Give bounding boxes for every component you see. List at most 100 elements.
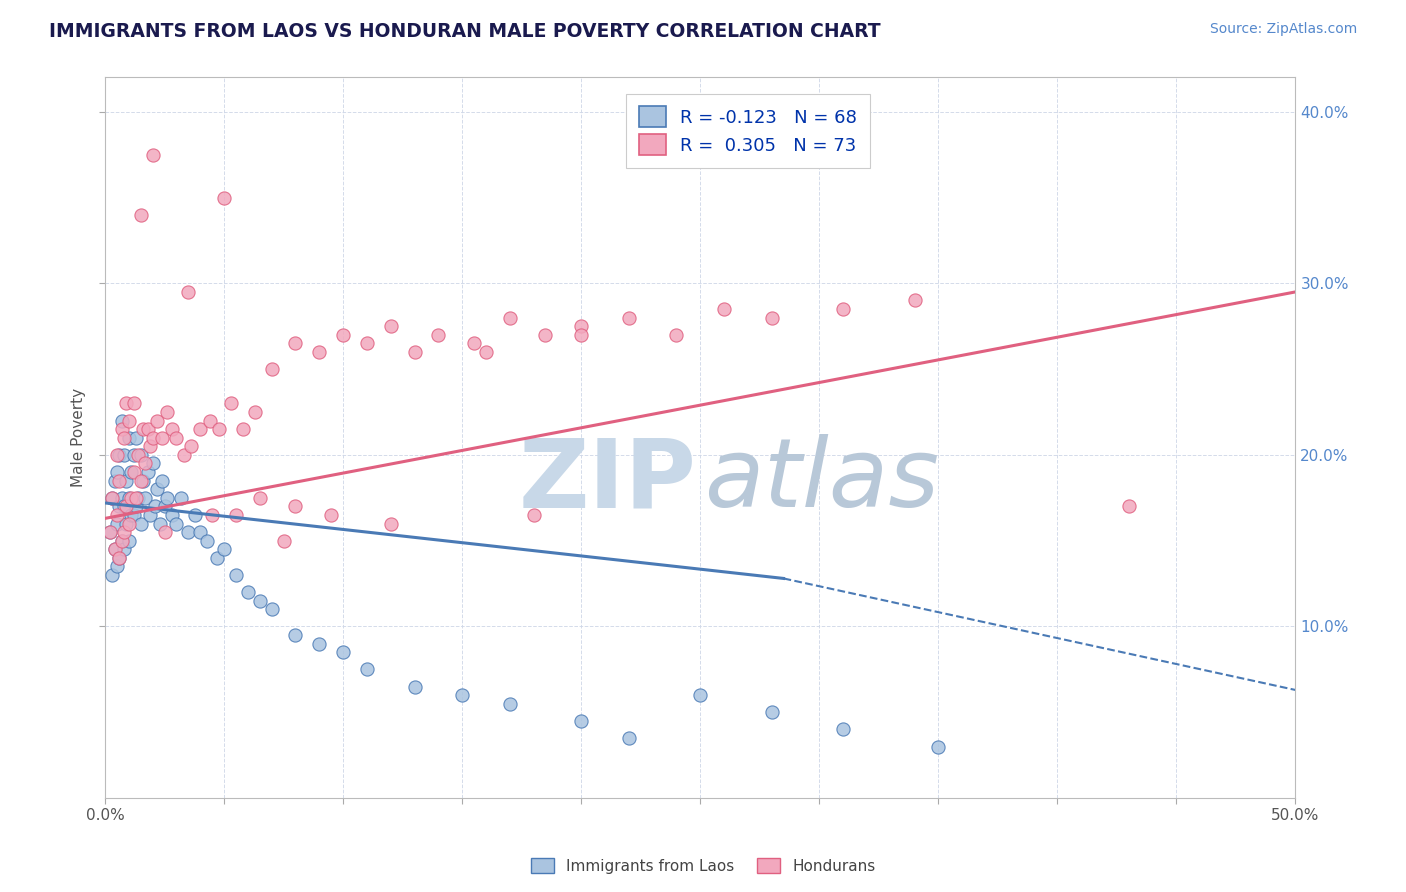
Point	[111, 533, 134, 548]
Point	[212, 190, 235, 204]
Point	[156, 405, 179, 419]
Point	[150, 431, 173, 445]
Point	[120, 508, 142, 522]
Point	[522, 508, 544, 522]
Point	[273, 533, 295, 548]
Point	[165, 516, 187, 531]
Point	[111, 414, 134, 428]
Point	[284, 500, 307, 514]
Point	[212, 542, 235, 557]
Point	[112, 542, 135, 557]
Point	[105, 465, 128, 479]
Point	[170, 491, 193, 505]
Point	[761, 310, 783, 325]
Point	[463, 336, 485, 351]
Point	[404, 680, 426, 694]
Point	[356, 336, 378, 351]
Point	[308, 637, 330, 651]
Point	[149, 516, 172, 531]
Point	[232, 422, 254, 436]
Point	[153, 500, 176, 514]
Point	[180, 439, 202, 453]
Point	[108, 550, 131, 565]
Point	[569, 714, 592, 728]
Point	[118, 431, 141, 445]
Point	[105, 516, 128, 531]
Point	[122, 448, 145, 462]
Point	[380, 319, 402, 334]
Point	[98, 525, 121, 540]
Point	[380, 516, 402, 531]
Point	[332, 645, 354, 659]
Text: IMMIGRANTS FROM LAOS VS HONDURAN MALE POVERTY CORRELATION CHART: IMMIGRANTS FROM LAOS VS HONDURAN MALE PO…	[49, 22, 880, 41]
Y-axis label: Male Poverty: Male Poverty	[72, 388, 86, 487]
Point	[132, 422, 155, 436]
Point	[332, 327, 354, 342]
Point	[120, 465, 142, 479]
Point	[156, 491, 179, 505]
Point	[569, 319, 592, 334]
Text: atlas: atlas	[704, 434, 939, 527]
Point	[101, 568, 124, 582]
Point	[225, 508, 247, 522]
Point	[249, 491, 271, 505]
Point	[118, 516, 141, 531]
Point	[108, 500, 131, 514]
Point	[188, 525, 211, 540]
Point	[112, 431, 135, 445]
Point	[475, 345, 498, 359]
Text: Source: ZipAtlas.com: Source: ZipAtlas.com	[1209, 22, 1357, 37]
Point	[108, 550, 131, 565]
Point	[105, 559, 128, 574]
Point	[136, 422, 159, 436]
Point	[150, 474, 173, 488]
Point	[103, 474, 125, 488]
Point	[404, 345, 426, 359]
Point	[427, 327, 450, 342]
Point	[142, 147, 165, 161]
Point	[115, 500, 138, 514]
Text: ZIP: ZIP	[519, 434, 696, 527]
Point	[129, 208, 152, 222]
Point	[160, 422, 183, 436]
Point	[118, 414, 141, 428]
Point	[108, 448, 131, 462]
Point	[136, 465, 159, 479]
Point	[115, 396, 138, 410]
Point	[129, 516, 152, 531]
Point	[103, 542, 125, 557]
Point	[451, 688, 474, 702]
Point	[356, 662, 378, 676]
Point	[112, 500, 135, 514]
Point	[127, 491, 149, 505]
Point	[308, 345, 330, 359]
Point	[120, 491, 142, 505]
Point	[129, 474, 152, 488]
Point	[177, 525, 200, 540]
Point	[122, 465, 145, 479]
Point	[143, 500, 166, 514]
Point	[927, 739, 949, 754]
Point	[98, 525, 121, 540]
Point	[188, 422, 211, 436]
Point	[569, 327, 592, 342]
Point	[118, 491, 141, 505]
Point	[205, 550, 228, 565]
Point	[146, 414, 169, 428]
Point	[101, 491, 124, 505]
Point	[184, 508, 207, 522]
Point	[115, 516, 138, 531]
Point	[103, 542, 125, 557]
Point	[219, 396, 242, 410]
Point	[284, 628, 307, 642]
Point	[111, 422, 134, 436]
Point	[198, 414, 221, 428]
Point	[122, 396, 145, 410]
Point	[243, 405, 266, 419]
Legend: Immigrants from Laos, Hondurans: Immigrants from Laos, Hondurans	[524, 852, 882, 880]
Point	[195, 533, 218, 548]
Point	[127, 448, 149, 462]
Point	[108, 474, 131, 488]
Point	[105, 508, 128, 522]
Point	[236, 585, 259, 599]
